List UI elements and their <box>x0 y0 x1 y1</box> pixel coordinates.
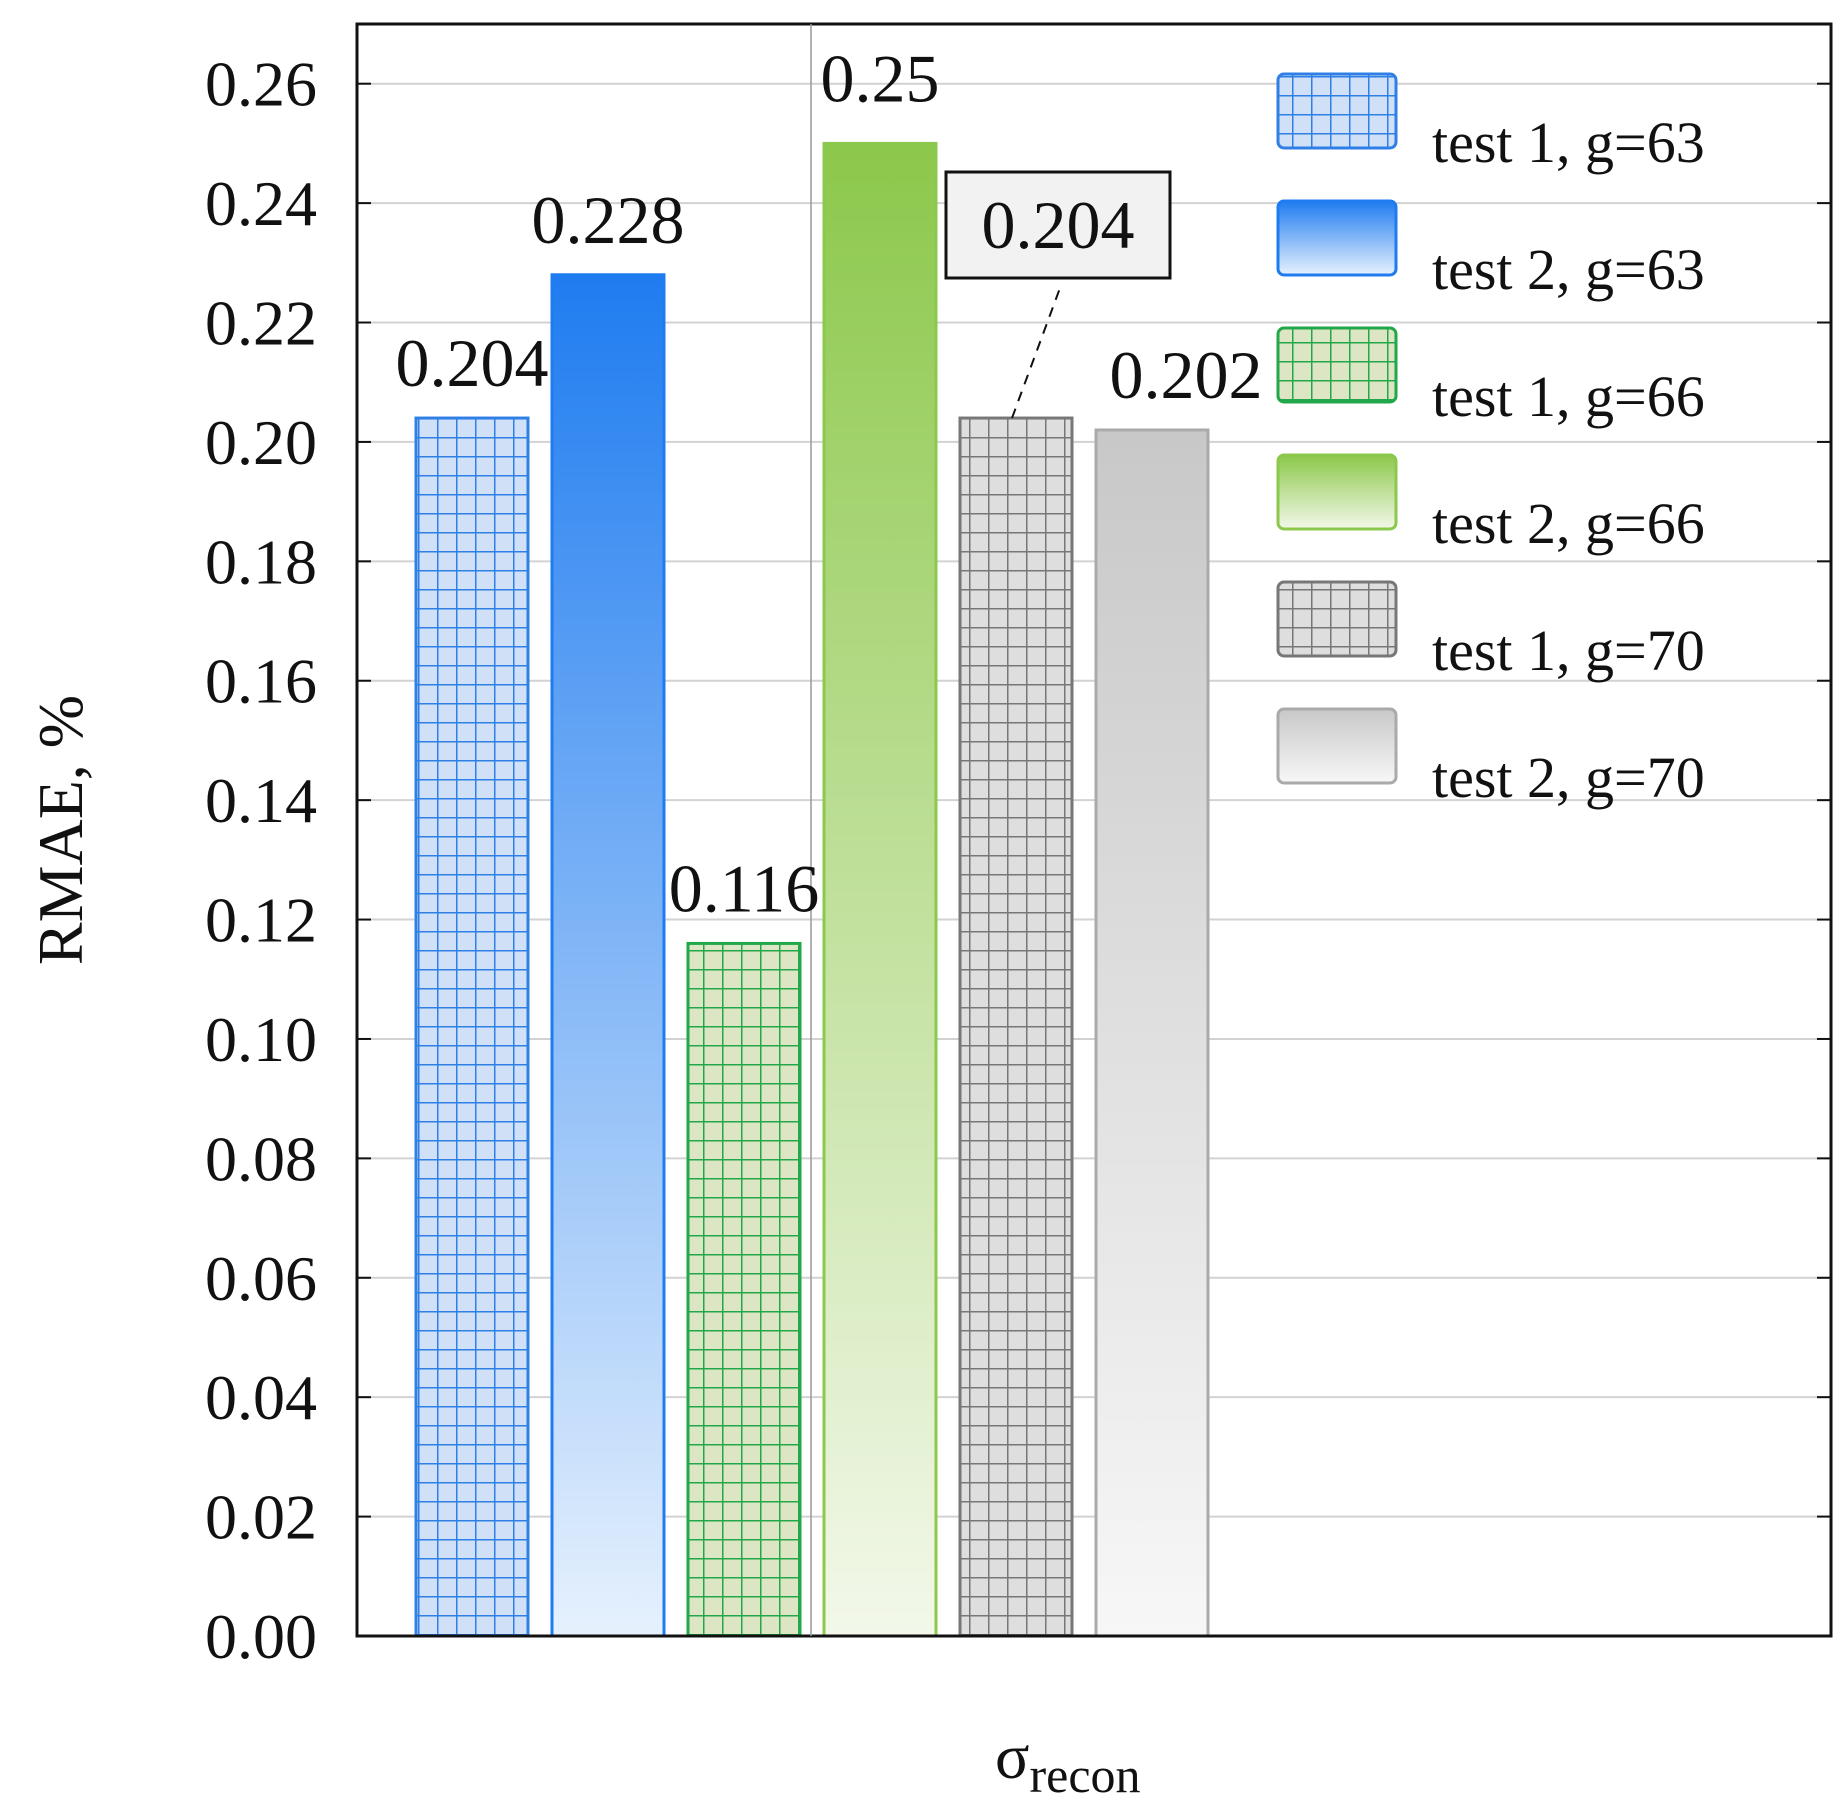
bar <box>414 416 530 1638</box>
y-tick-label: 0.10 <box>205 1004 317 1075</box>
legend-swatch <box>1276 453 1398 531</box>
legend-swatch <box>1276 72 1398 150</box>
bar-value-label: 0.116 <box>669 850 819 926</box>
y-tick-label: 0.02 <box>205 1482 317 1553</box>
x-axis-title-symbol: σ <box>995 1721 1030 1792</box>
legend-label: test 2, g=70 <box>1432 745 1705 810</box>
bar <box>822 141 938 1638</box>
legend-swatch <box>1276 580 1398 658</box>
bar-value-label: 0.204 <box>982 187 1135 263</box>
bar <box>550 273 666 1638</box>
callout-box <box>944 170 1172 280</box>
legend-swatch <box>1276 199 1398 277</box>
y-tick-label: 0.18 <box>205 526 317 597</box>
y-tick-label: 0.12 <box>205 885 317 956</box>
x-axis-title: σrecon <box>995 1721 1141 1796</box>
bar-labels: 0.204 0.228 0.116 0.25 0.204 0.202 <box>396 40 1263 926</box>
bar <box>686 941 802 1638</box>
legend-label: test 1, g=63 <box>1432 110 1705 175</box>
y-axis-ticks: 0.00 0.02 0.04 0.06 0.08 0.10 0.12 0.14 0.16 0.18… <box>205 49 1831 1672</box>
legend-label: test 1, g=66 <box>1432 364 1705 429</box>
legend-label: test 2, g=63 <box>1432 237 1705 302</box>
y-tick-label: 0.08 <box>205 1123 317 1194</box>
y-tick-label: 0.16 <box>205 646 317 717</box>
legend-swatch <box>1276 326 1398 404</box>
y-tick-label: 0.22 <box>205 288 317 359</box>
y-tick-label: 0.00 <box>205 1601 317 1672</box>
bar-value-label: 0.202 <box>1110 337 1263 413</box>
y-tick-label: 0.26 <box>205 49 317 120</box>
legend-label: test 1, g=70 <box>1432 618 1705 683</box>
x-axis-title-subscript: recon <box>1030 1747 1141 1796</box>
bar <box>1094 428 1210 1638</box>
y-tick-label: 0.04 <box>205 1362 317 1433</box>
legend-label: test 2, g=66 <box>1432 491 1705 556</box>
y-tick-label: 0.24 <box>205 168 317 239</box>
y-axis-title: RMAE, % <box>25 695 96 965</box>
legend: test 1, g=63 test 2, g=63 test 1, g=66 test… <box>1276 72 1705 810</box>
bar-value-label: 0.204 <box>396 325 549 401</box>
bar-value-label: 0.25 <box>821 40 940 116</box>
y-tick-label: 0.20 <box>205 407 317 478</box>
legend-swatch <box>1276 707 1398 785</box>
y-tick-label: 0.14 <box>205 765 317 836</box>
bars <box>414 141 1210 1638</box>
bar-value-label: 0.228 <box>532 182 685 258</box>
plot-frame <box>355 22 1833 1638</box>
callout-leader <box>1011 287 1061 419</box>
y-tick-label: 0.06 <box>205 1243 317 1314</box>
bar <box>958 416 1074 1638</box>
